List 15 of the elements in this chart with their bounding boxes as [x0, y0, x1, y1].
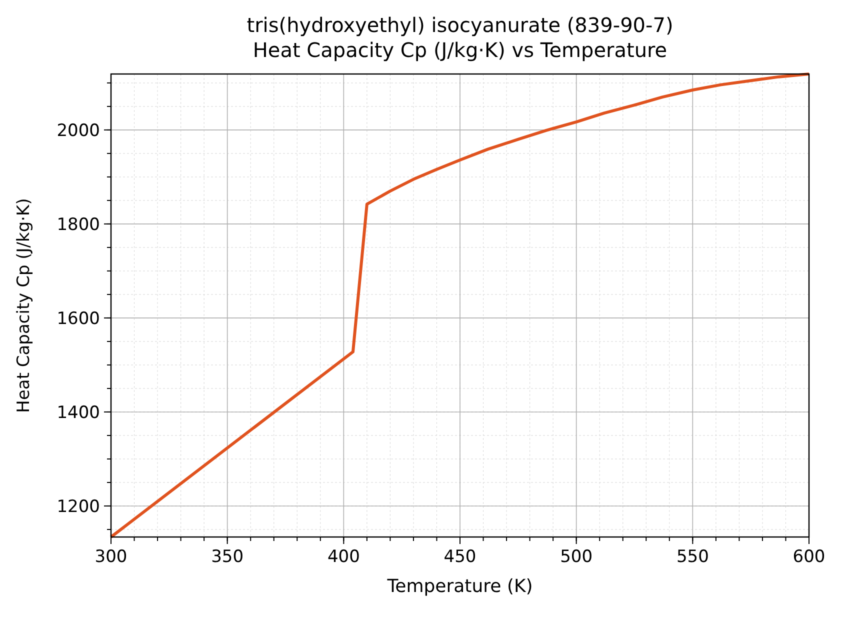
y-tick-label: 1600: [56, 308, 100, 329]
y-tick-label: 1800: [56, 214, 100, 235]
x-tick-label: 500: [560, 547, 593, 567]
x-tick-label: 300: [94, 547, 128, 567]
chart-title: tris(hydroxyethyl) isocyanurate (839-90-7) Heat Capacity Cp (J/kg·K) vs Temperature: [246, 13, 674, 62]
y-tick-label: 2000: [56, 120, 100, 141]
x-tick-label: 450: [444, 547, 476, 567]
x-tick-label: 600: [792, 547, 826, 567]
x-tick-label: 350: [211, 547, 244, 567]
x-tick-label: 400: [327, 547, 360, 567]
x-axis-title: Temperature (K): [386, 576, 533, 597]
x-tick-label: 550: [676, 547, 709, 567]
y-tick-label: 1200: [56, 496, 100, 517]
y-axis-title: Heat Capacity Cp (J/kg·K): [14, 198, 34, 413]
y-tick-label: 1400: [56, 402, 100, 423]
